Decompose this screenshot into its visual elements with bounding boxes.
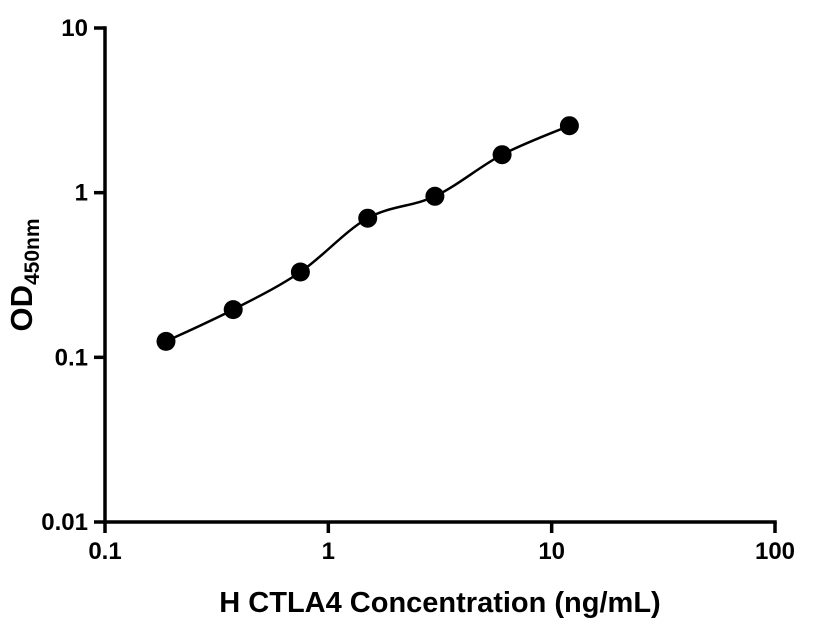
y-tick-label-0.1: 0.1 [55, 344, 88, 371]
x-tick-label-1: 1 [322, 538, 335, 565]
y-tick-label-1: 1 [75, 180, 88, 207]
data-point-6 [559, 116, 579, 136]
y-axis-title: OD450nm [4, 218, 44, 331]
y-tick-label-0.01: 0.01 [41, 509, 88, 536]
y-tick-label-10: 10 [61, 15, 88, 42]
data-point-1 [223, 300, 243, 320]
data-point-3 [358, 208, 378, 228]
data-point-5 [492, 145, 512, 165]
data-point-2 [290, 262, 310, 282]
x-tick-label-10: 10 [538, 538, 565, 565]
x-tick-label-100: 100 [755, 538, 795, 565]
x-tick-label-0.1: 0.1 [88, 538, 121, 565]
data-point-4 [425, 186, 445, 206]
data-point-0 [156, 331, 176, 351]
axis-spine [103, 26, 777, 524]
x-axis-title: H CTLA4 Concentration (ng/mL) [219, 587, 660, 619]
